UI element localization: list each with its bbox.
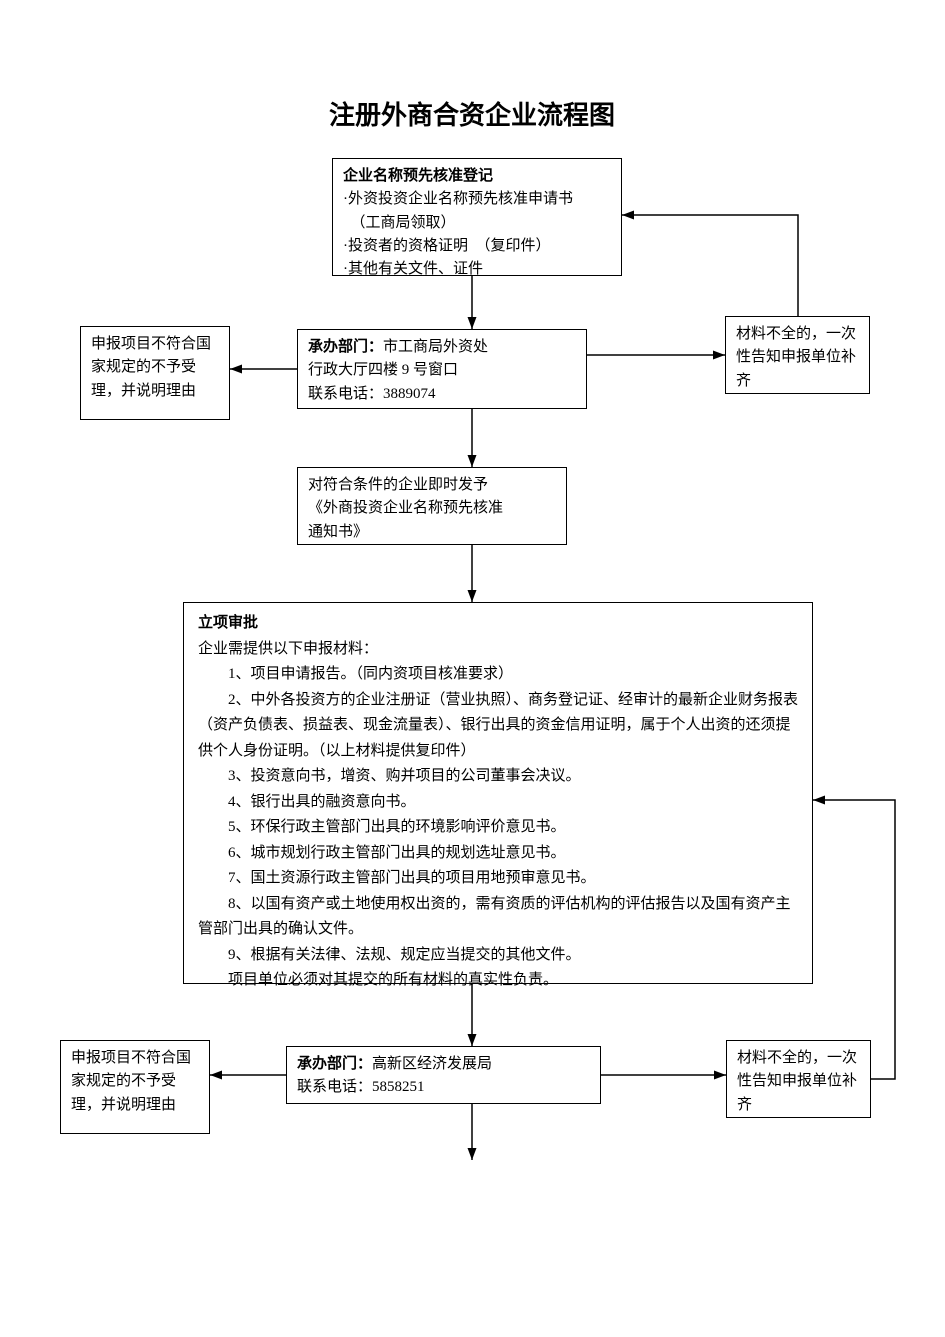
node-body: ·外资投资企业名称预先核准申请书 （工商局领取） ·投资者的资格证明 （复印件）… (343, 188, 611, 281)
bullet: （工商局领取） (343, 212, 611, 235)
approval-item: 8、以国有资产或土地使用权出资的，需有资质的评估机构的评估报告以及国有资产主管部… (198, 892, 798, 943)
bullet: ·其他有关文件、证件 (343, 258, 611, 281)
dept-phone: 联系电话：5858251 (297, 1076, 590, 1099)
approval-intro: 企业需提供以下申报材料： (198, 637, 798, 663)
page-title: 注册外商合资企业流程图 (272, 95, 672, 132)
approval-item: 3、投资意向书，增资、购并项目的公司董事会决议。 (198, 764, 798, 790)
bullet: ·外资投资企业名称预先核准申请书 (343, 188, 611, 211)
supplement-text: 材料不全的，一次性告知申报单位补齐 (737, 1050, 857, 1113)
dept-line: 承办部门：市工商局外资处 (308, 336, 576, 359)
approval-item: 9、根据有关法律、法规、规定应当提交的其他文件。 (198, 943, 798, 969)
node-supplement-1: 材料不全的，一次性告知申报单位补齐 (725, 316, 870, 394)
reject-text: 申报项目不符合国家规定的不予受理，并说明理由 (91, 336, 211, 399)
approval-header: 立项审批 (198, 611, 798, 637)
bullet: ·投资者的资格证明 （复印件） (343, 235, 611, 258)
dept-label: 承办部门： (308, 339, 383, 355)
node-project-approval: 立项审批 企业需提供以下申报材料： 1、项目申请报告。（同内资项目核准要求） 2… (183, 602, 813, 984)
node-reject-2: 申报项目不符合国家规定的不予受理，并说明理由 (60, 1040, 210, 1134)
node-name-registration: 企业名称预先核准登记 ·外资投资企业名称预先核准申请书 （工商局领取） ·投资者… (332, 158, 622, 276)
node-dept-1: 承办部门：市工商局外资处 行政大厅四楼 9 号窗口 联系电话：3889074 (297, 329, 587, 409)
approval-item: 项目单位必须对其提交的所有材料的真实性负责。 (198, 968, 798, 994)
approval-item: 6、城市规划行政主管部门出具的规划选址意见书。 (198, 841, 798, 867)
approval-item: 2、中外各投资方的企业注册证（营业执照）、商务登记证、经审计的最新企业财务报表（… (198, 688, 798, 765)
reject-text: 申报项目不符合国家规定的不予受理，并说明理由 (71, 1050, 191, 1113)
issue-line: 《外商投资企业名称预先核准 (308, 497, 556, 520)
dept-label: 承办部门： (297, 1056, 372, 1072)
issue-line: 对符合条件的企业即时发予 (308, 474, 556, 497)
node-issue-notice: 对符合条件的企业即时发予 《外商投资企业名称预先核准 通知书》 (297, 467, 567, 545)
approval-item: 5、环保行政主管部门出具的环境影响评价意见书。 (198, 815, 798, 841)
flowchart-canvas: 注册外商合资企业流程图 企业名称预先核准登记 ·外资投资企业名称预先核准申请书 … (0, 0, 945, 1337)
node-header: 企业名称预先核准登记 (343, 165, 611, 188)
node-supplement-2: 材料不全的，一次性告知申报单位补齐 (726, 1040, 871, 1118)
approval-item: 7、国土资源行政主管部门出具的项目用地预审意见书。 (198, 866, 798, 892)
supplement-text: 材料不全的，一次性告知申报单位补齐 (736, 326, 856, 389)
approval-item: 4、银行出具的融资意向书。 (198, 790, 798, 816)
node-dept-2: 承办部门：高新区经济发展局 联系电话：5858251 (286, 1046, 601, 1104)
dept-value: 市工商局外资处 (383, 339, 488, 355)
dept-value: 高新区经济发展局 (372, 1056, 492, 1072)
issue-line: 通知书》 (308, 521, 556, 544)
dept-phone: 联系电话：3889074 (308, 383, 576, 406)
dept-line: 承办部门：高新区经济发展局 (297, 1053, 590, 1076)
approval-item: 1、项目申请报告。（同内资项目核准要求） (198, 662, 798, 688)
dept-address: 行政大厅四楼 9 号窗口 (308, 359, 576, 382)
node-reject-1: 申报项目不符合国家规定的不予受理，并说明理由 (80, 326, 230, 420)
